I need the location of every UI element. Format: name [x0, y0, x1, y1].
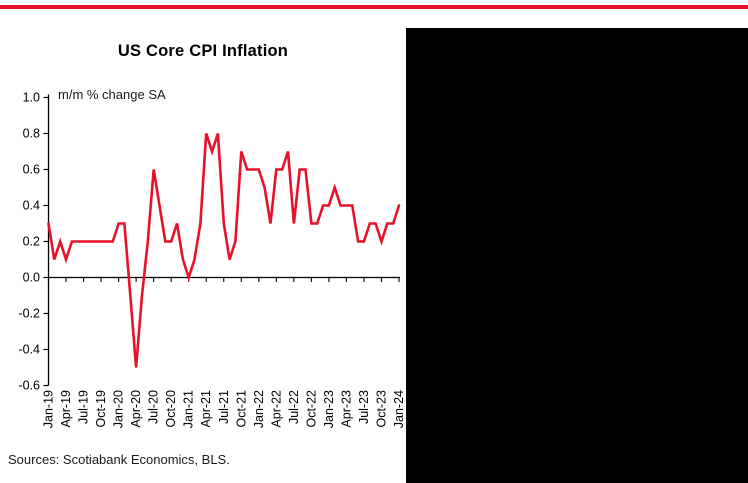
chart-y-axis-caption: m/m % change SA	[58, 87, 166, 102]
x-tick-label: Apr-20	[129, 390, 143, 428]
x-tick-label: Jan-21	[182, 390, 196, 428]
x-tick-label: Jan-23	[322, 390, 336, 428]
x-tick-label: Jul-20	[147, 390, 161, 424]
x-tick-label: Jul-23	[357, 390, 371, 424]
y-tick-label: -0.6	[18, 379, 40, 393]
x-tick-label: Jul-22	[287, 390, 301, 424]
x-tick-label: Jul-19	[77, 390, 91, 424]
x-tick-label: Oct-23	[374, 390, 388, 428]
x-tick-label: Apr-23	[339, 390, 353, 428]
y-tick-label: -0.2	[18, 307, 40, 321]
x-tick-label: Jan-24	[392, 390, 406, 428]
y-tick-label: 0.8	[23, 127, 40, 141]
y-tick-label: -0.4	[18, 343, 40, 357]
source-text: Sources: Scotiabank Economics, BLS.	[8, 452, 230, 467]
black-side-panel	[406, 28, 748, 483]
cpi-series-line	[47, 133, 401, 368]
x-tick-label: Apr-21	[199, 390, 213, 428]
x-tick-label: Jan-19	[42, 390, 56, 428]
x-tick-label: Jul-21	[217, 390, 231, 424]
x-tick-label: Jan-22	[252, 390, 266, 428]
y-tick-label: 0.6	[23, 163, 40, 177]
x-tick-label: Apr-22	[269, 390, 283, 428]
x-tick-label: Oct-20	[164, 390, 178, 428]
x-tick-label: Apr-19	[59, 390, 73, 428]
x-tick-label: Oct-22	[304, 390, 318, 428]
x-tick-label: Oct-21	[234, 390, 248, 428]
x-tick-label: Oct-19	[94, 390, 108, 428]
chart-title: US Core CPI Inflation	[117, 42, 289, 60]
y-tick-label: 1.0	[23, 91, 40, 105]
y-tick-label: 0.4	[23, 199, 40, 213]
axes	[43, 94, 400, 387]
top-red-rule	[0, 5, 748, 9]
x-tick-label: Jan-20	[112, 390, 126, 428]
y-tick-label: 0.2	[23, 235, 40, 249]
y-tick-label: 0.0	[23, 271, 40, 285]
